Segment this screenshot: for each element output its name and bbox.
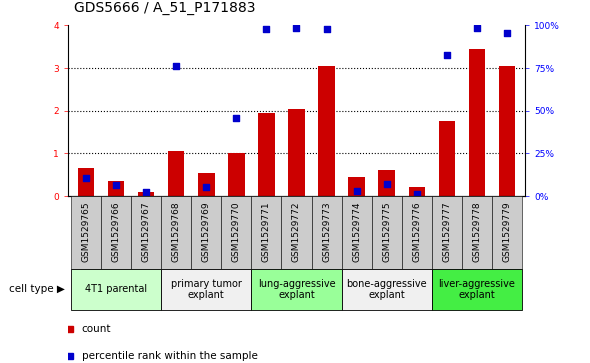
Bar xyxy=(228,153,245,196)
Text: GSM1529775: GSM1529775 xyxy=(382,202,391,262)
Point xyxy=(112,183,121,188)
Point xyxy=(352,188,361,194)
Text: cell type ▶: cell type ▶ xyxy=(9,285,65,294)
Bar xyxy=(438,121,455,196)
Text: GSM1529779: GSM1529779 xyxy=(503,202,512,262)
Text: GSM1529768: GSM1529768 xyxy=(172,202,181,262)
Bar xyxy=(499,66,515,196)
Text: GSM1529776: GSM1529776 xyxy=(412,202,421,262)
Bar xyxy=(492,196,522,269)
Point xyxy=(472,25,481,31)
Point xyxy=(382,181,391,187)
Bar xyxy=(342,196,372,269)
Text: GSM1529766: GSM1529766 xyxy=(112,202,120,262)
Text: GSM1529769: GSM1529769 xyxy=(202,202,211,262)
Point xyxy=(232,115,241,121)
Bar xyxy=(408,187,425,196)
Bar xyxy=(432,269,522,310)
Bar xyxy=(468,49,485,196)
Text: GSM1529767: GSM1529767 xyxy=(142,202,150,262)
Point xyxy=(322,26,331,32)
Bar xyxy=(288,109,305,196)
Bar xyxy=(432,196,462,269)
Text: GSM1529771: GSM1529771 xyxy=(262,202,271,262)
Text: GSM1529777: GSM1529777 xyxy=(442,202,451,262)
Text: count: count xyxy=(81,324,111,334)
Bar xyxy=(138,192,155,196)
Point xyxy=(292,25,301,30)
Point xyxy=(262,26,271,32)
Bar xyxy=(281,196,312,269)
Text: liver-aggressive
explant: liver-aggressive explant xyxy=(438,279,516,300)
Point xyxy=(412,191,421,197)
Text: percentile rank within the sample: percentile rank within the sample xyxy=(81,351,257,362)
Bar xyxy=(101,196,131,269)
Bar xyxy=(342,269,432,310)
Bar xyxy=(258,113,275,196)
Text: GSM1529774: GSM1529774 xyxy=(352,202,361,262)
Point xyxy=(172,63,181,69)
Bar xyxy=(221,196,251,269)
Text: GSM1529772: GSM1529772 xyxy=(292,202,301,262)
Bar xyxy=(191,196,221,269)
Bar xyxy=(251,269,342,310)
Bar xyxy=(131,196,161,269)
Bar xyxy=(78,168,94,196)
Bar xyxy=(372,196,402,269)
Text: bone-aggressive
explant: bone-aggressive explant xyxy=(346,279,427,300)
Point xyxy=(81,175,91,181)
Text: 4T1 parental: 4T1 parental xyxy=(85,285,147,294)
Bar xyxy=(71,196,101,269)
Bar xyxy=(198,172,215,196)
Bar xyxy=(251,196,281,269)
Bar xyxy=(378,170,395,196)
Point xyxy=(502,30,512,36)
Text: GSM1529770: GSM1529770 xyxy=(232,202,241,262)
Bar xyxy=(168,151,185,196)
Bar xyxy=(161,269,251,310)
Text: GDS5666 / A_51_P171883: GDS5666 / A_51_P171883 xyxy=(74,0,255,15)
Text: GSM1529773: GSM1529773 xyxy=(322,202,331,262)
Bar xyxy=(348,177,365,196)
Text: GSM1529778: GSM1529778 xyxy=(473,202,481,262)
Bar xyxy=(108,181,124,196)
Point xyxy=(202,184,211,189)
Text: GSM1529765: GSM1529765 xyxy=(81,202,90,262)
Point xyxy=(442,52,451,58)
Bar xyxy=(71,269,161,310)
Point xyxy=(142,189,151,195)
Bar xyxy=(402,196,432,269)
Bar xyxy=(161,196,191,269)
Text: lung-aggressive
explant: lung-aggressive explant xyxy=(258,279,335,300)
Text: primary tumor
explant: primary tumor explant xyxy=(171,279,242,300)
Bar xyxy=(462,196,492,269)
Bar xyxy=(318,66,335,196)
Bar xyxy=(312,196,342,269)
